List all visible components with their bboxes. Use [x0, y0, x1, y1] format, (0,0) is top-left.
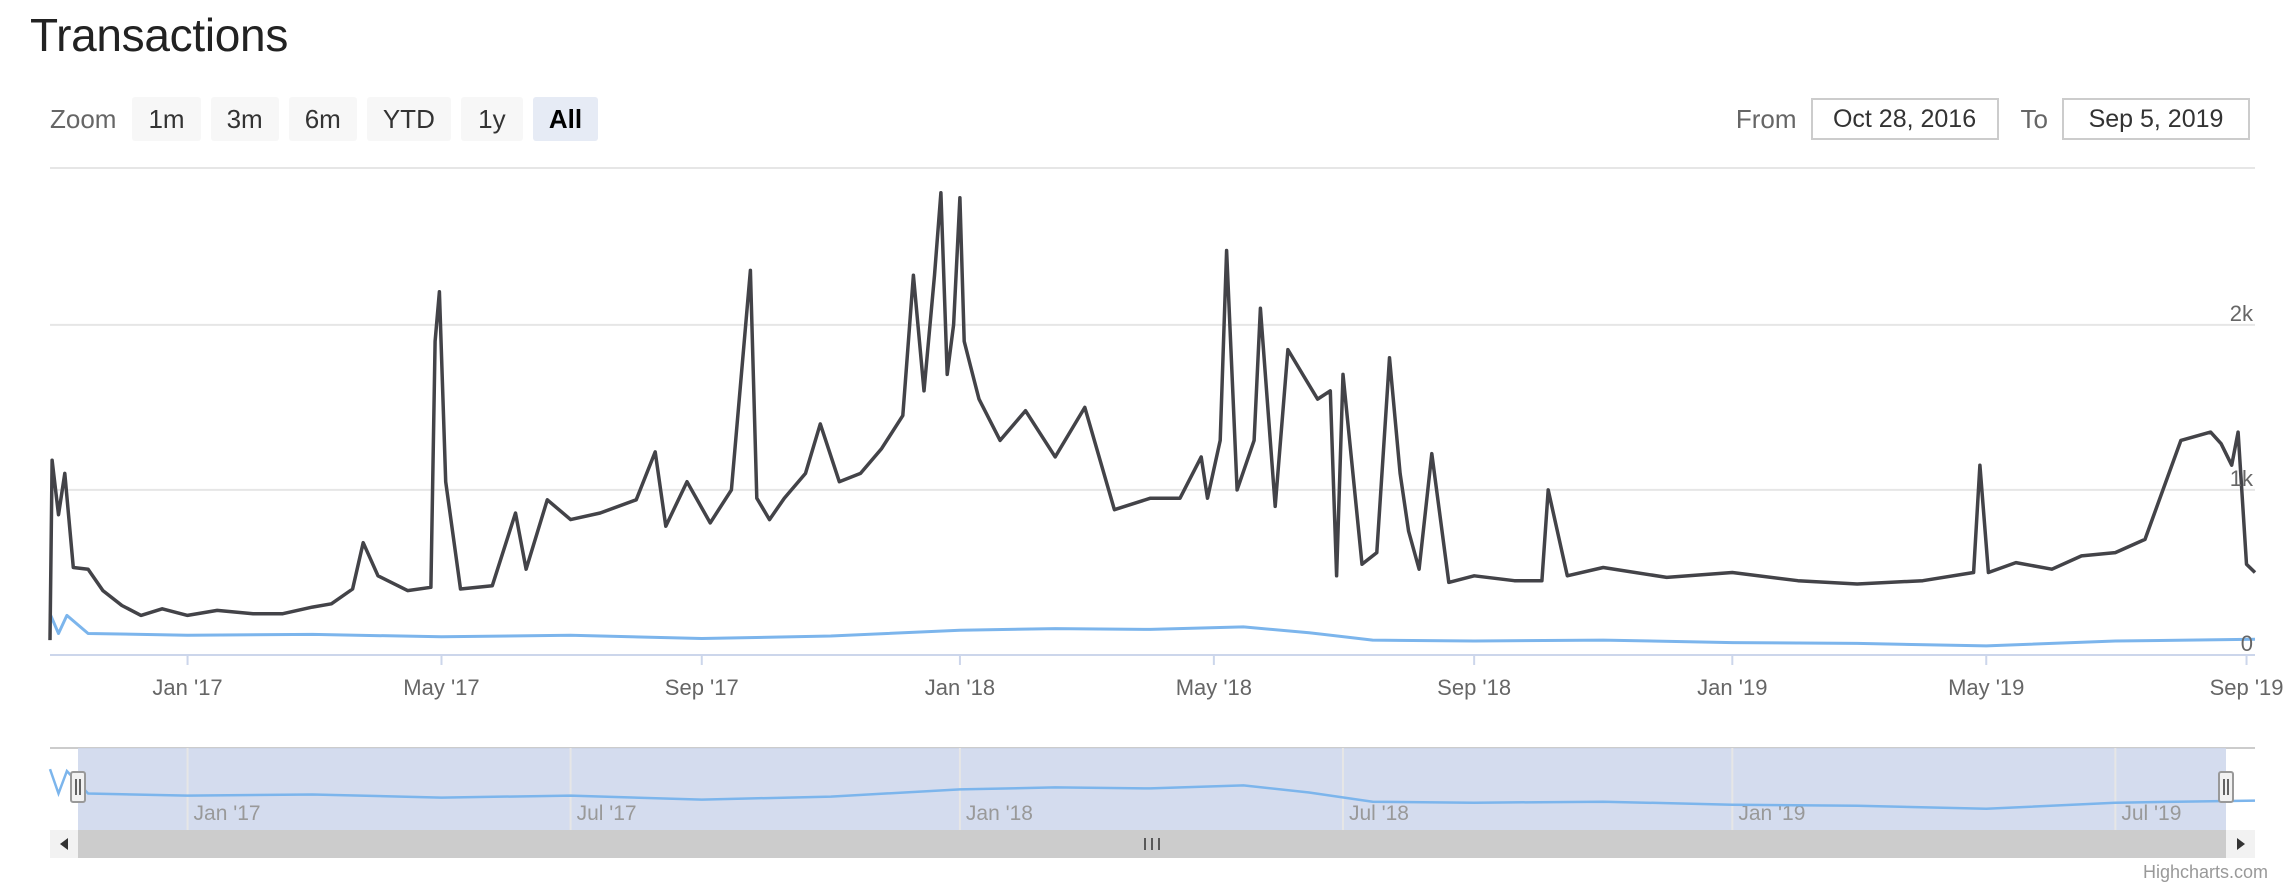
x-tick-label: Jan '17 [152, 675, 222, 700]
zoom-controls: Zoom 1m 3m 6m YTD 1y All [50, 96, 599, 142]
navigator-tick-label: Jul '17 [577, 802, 637, 825]
x-axis: Jan '17 May '17 Sep '17 Jan '18 May '18 Sep '… [152, 655, 2284, 700]
x-tick-label: May '17 [403, 675, 479, 700]
plot-series [48, 191, 2257, 648]
x-tick-label: Sep '18 [1437, 675, 1511, 700]
zoom-label: Zoom [50, 103, 117, 134]
series-line-secondary [48, 613, 2256, 648]
x-tick-label: Sep '19 [2210, 675, 2284, 700]
x-tick-label: May '19 [1948, 675, 2024, 700]
y-tick-label: 2k [2230, 301, 2254, 326]
zoom-1m-button[interactable]: 1m [132, 97, 201, 141]
arrow-left-icon [60, 838, 68, 850]
navigator-tick-label: Jan '18 [966, 802, 1033, 825]
x-tick-label: Jan '19 [1697, 675, 1767, 700]
navigator-tick-label: Jan '19 [1738, 802, 1805, 825]
zoom-6m-button[interactable]: 6m [288, 97, 357, 141]
navigator-tick-label: Jul '18 [1349, 802, 1409, 825]
x-tick-label: Jan '18 [925, 675, 995, 700]
y-tick-label: 1k [2230, 466, 2254, 491]
handle-body [70, 771, 86, 803]
navigator-right-handle[interactable] [2218, 771, 2234, 803]
x-tick-label: May '18 [1176, 675, 1252, 700]
page-title: Transactions [30, 9, 289, 61]
to-date-input[interactable]: Sep 5, 2019 [2062, 98, 2250, 140]
series-line-main [48, 191, 2257, 641]
credits-link[interactable]: Highcharts.com [2142, 862, 2268, 882]
navigator-left-handle[interactable] [70, 771, 86, 803]
date-range-selector: From Oct 28, 2016 To Sep 5, 2019 [1736, 96, 2258, 142]
zoom-ytd-button[interactable]: YTD [366, 97, 451, 141]
arrow-right-icon [2237, 838, 2245, 850]
to-label: To [2020, 103, 2048, 134]
handle-body [2218, 771, 2234, 803]
from-label: From [1735, 103, 1797, 134]
navigator-series-line [48, 768, 2256, 811]
y-axis: 0 1k 2k [2230, 301, 2254, 656]
zoom-1y-button[interactable]: 1y [460, 97, 523, 141]
grid-lines [50, 167, 2255, 656]
from-date-input[interactable]: Oct 28, 2016 [1810, 98, 1999, 140]
navigator-tick-label: Jan '17 [194, 802, 261, 825]
scrollbar[interactable] [50, 830, 2255, 858]
y-tick-label: 0 [2241, 631, 2253, 656]
x-tick-label: Sep '17 [665, 675, 739, 700]
navigator: Jan '17 Jul '17 Jan '18 Jul '18 Jan '19 Jul '… [48, 747, 2256, 830]
zoom-all-button[interactable]: All [532, 97, 599, 141]
navigator-tick-label: Jul '19 [2121, 802, 2181, 825]
zoom-3m-button[interactable]: 3m [210, 97, 279, 141]
